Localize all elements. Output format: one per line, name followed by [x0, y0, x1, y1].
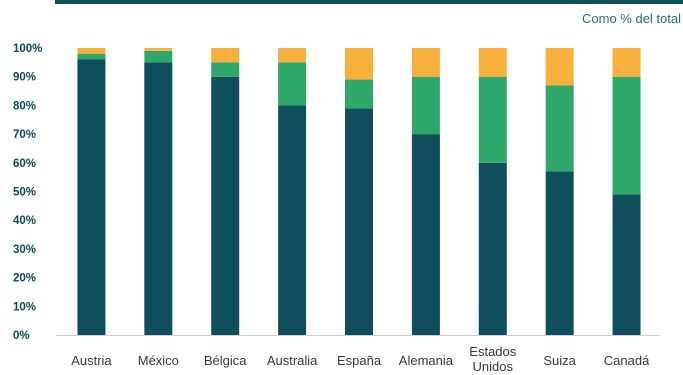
y-tick-label: 50%: [13, 187, 36, 199]
bar-segment: [278, 105, 307, 336]
bar-segment: [77, 48, 106, 54]
x-tick-label: México: [138, 353, 179, 368]
x-tick-label: Bélgica: [204, 353, 247, 368]
bar-segment: [411, 134, 440, 335]
bar-segment: [345, 48, 373, 80]
x-axis-ticks: Austria México Bélgica Australia España Alema…: [71, 344, 650, 374]
x-tick-label: Australia: [267, 353, 318, 368]
bar-segment: [144, 50, 173, 63]
y-axis-ticks: 0% 10% 20% 30% 40% 50% 60% 70% 80% 90% 100%: [13, 43, 42, 342]
bar-segment: [411, 76, 440, 135]
bar-segment: [478, 162, 507, 335]
y-tick-label: 30%: [13, 244, 36, 256]
bar-segment: [478, 76, 507, 163]
bar-segment: [144, 62, 173, 335]
x-tick-label: Canadá: [604, 353, 650, 368]
bars: [77, 48, 641, 336]
y-tick-label: 80%: [13, 100, 36, 112]
bar-segment: [545, 85, 574, 172]
bar-segment: [211, 62, 240, 77]
bar-segment: [345, 108, 373, 336]
x-tick-label: Estados Unidos: [469, 344, 516, 374]
x-tick-label: España: [337, 353, 382, 368]
bar-segment: [545, 171, 574, 335]
bar-segment: [144, 48, 173, 51]
bar-segment: [345, 79, 373, 109]
y-tick-label: 10%: [13, 301, 36, 313]
header-rule: [55, 0, 683, 4]
y-tick-label: 0%: [13, 330, 30, 342]
unit-note: Como % del total: [582, 11, 681, 26]
x-tick-label: Austria: [71, 353, 112, 368]
x-tick-label: Alemania: [399, 353, 454, 368]
y-tick-label: 100%: [13, 43, 42, 55]
bar-segment: [612, 194, 641, 335]
bar-segment: [411, 48, 440, 77]
bar-segment: [77, 53, 106, 60]
y-tick-label: 20%: [13, 273, 36, 285]
y-tick-label: 70%: [13, 129, 36, 141]
bar-segment: [478, 48, 507, 77]
x-tick-label: Suiza: [543, 353, 576, 368]
bar-segment: [545, 48, 574, 86]
y-tick-label: 40%: [13, 215, 36, 227]
bar-segment: [278, 62, 307, 106]
bar-segment: [612, 76, 641, 195]
bar-segment: [278, 48, 307, 63]
y-tick-label: 90%: [13, 72, 36, 84]
bar-segment: [211, 76, 240, 335]
bar-segment: [612, 48, 641, 77]
y-tick-label: 60%: [13, 158, 36, 170]
bar-segment: [211, 48, 240, 63]
bar-segment: [77, 59, 106, 335]
